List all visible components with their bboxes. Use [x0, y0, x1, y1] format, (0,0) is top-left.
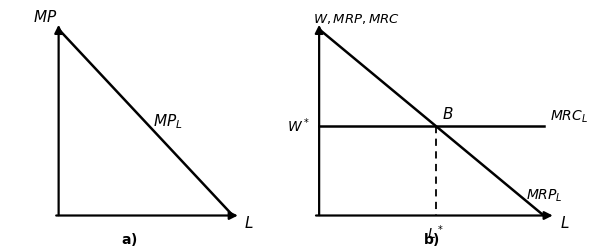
- Text: $\mathit{MP}_{\mathit{L}}$: $\mathit{MP}_{\mathit{L}}$: [153, 112, 183, 131]
- Text: $\mathit{MP}$: $\mathit{MP}$: [34, 9, 58, 25]
- Text: $\mathit{L}$: $\mathit{L}$: [560, 215, 569, 231]
- Text: $\mathit{L}^*$: $\mathit{L}^*$: [427, 223, 444, 242]
- Text: $\mathbf{b)}$: $\mathbf{b)}$: [423, 231, 440, 248]
- Text: $\mathit{L}$: $\mathit{L}$: [243, 215, 254, 231]
- Text: $\mathit{W}, \mathit{MRP}, \mathit{MRC}$: $\mathit{W}, \mathit{MRP}, \mathit{MRC}$: [313, 12, 400, 26]
- Text: $\mathbf{a)}$: $\mathbf{a)}$: [121, 231, 137, 248]
- Text: $\mathit{MRC}_{\mathit{L}}$: $\mathit{MRC}_{\mathit{L}}$: [550, 108, 588, 124]
- Text: $\mathit{W}^*$: $\mathit{W}^*$: [287, 117, 310, 135]
- Text: $\mathit{B}$: $\mathit{B}$: [442, 106, 453, 122]
- Text: $\mathit{MRP}_{\mathit{L}}$: $\mathit{MRP}_{\mathit{L}}$: [526, 188, 563, 204]
